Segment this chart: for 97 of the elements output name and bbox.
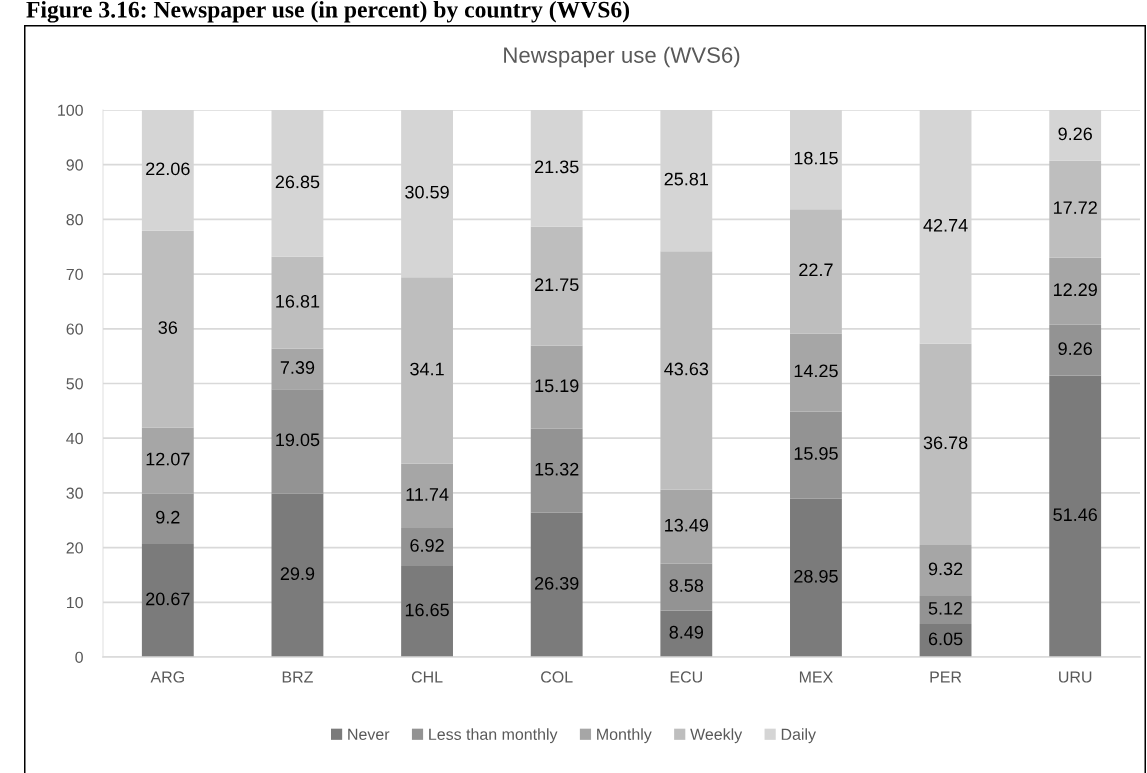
bar xyxy=(790,411,842,499)
legend-label: Weekly xyxy=(690,728,743,744)
x-tick-label: ECU xyxy=(670,671,702,683)
bar xyxy=(141,543,194,657)
x-tick-label: COL xyxy=(541,671,573,683)
data-label: 29.9 xyxy=(280,567,315,581)
data-label: 21.35 xyxy=(535,160,579,174)
data-label: 36 xyxy=(158,321,178,334)
bar xyxy=(790,498,842,657)
bar xyxy=(660,489,713,564)
data-label: 17.72 xyxy=(1053,201,1097,214)
bar xyxy=(790,333,842,412)
data-label: 26.39 xyxy=(535,576,579,590)
y-tick-label: 80 xyxy=(66,214,83,226)
legend-label: Monthly xyxy=(597,728,652,744)
data-label: 18.15 xyxy=(794,151,838,165)
y-tick-label: 60 xyxy=(66,323,83,335)
data-label: 9.2 xyxy=(156,510,180,524)
x-tick-label: ARG xyxy=(150,671,184,683)
bar xyxy=(919,595,972,624)
bar xyxy=(919,544,972,596)
data-label: 36.78 xyxy=(923,436,968,450)
bar xyxy=(530,512,583,657)
data-label: 21.75 xyxy=(535,278,579,292)
data-label: 8.58 xyxy=(669,579,704,592)
y-tick-label: 40 xyxy=(66,432,83,445)
data-label: 15.95 xyxy=(794,447,838,460)
data-label: 6.05 xyxy=(928,632,963,646)
data-label: 8.49 xyxy=(669,625,704,639)
bar xyxy=(401,463,453,529)
data-label: 9.26 xyxy=(1058,342,1092,356)
data-label: 16.81 xyxy=(276,294,320,308)
x-tick-label: PER xyxy=(930,671,962,683)
x-tick-label: URU xyxy=(1059,671,1092,683)
data-label: 5.12 xyxy=(928,601,963,615)
bar xyxy=(919,343,972,545)
bar xyxy=(530,428,583,513)
bar xyxy=(660,563,713,611)
legend-label: Never xyxy=(348,728,390,741)
data-label: 43.63 xyxy=(664,362,709,376)
data-label: 22.7 xyxy=(799,263,833,277)
bar xyxy=(790,209,842,334)
y-tick-label: 90 xyxy=(66,159,83,171)
data-label: 34.1 xyxy=(410,362,444,376)
data-label: 20.67 xyxy=(146,592,190,606)
y-tick-label: 30 xyxy=(66,487,83,499)
data-label: 15.32 xyxy=(535,462,579,476)
data-label: 11.74 xyxy=(406,488,449,501)
bar xyxy=(271,256,324,349)
data-label: 16.65 xyxy=(405,603,449,617)
data-label: 13.49 xyxy=(665,518,709,532)
bar xyxy=(401,528,453,566)
data-label: 19.05 xyxy=(276,433,320,447)
data-label: 28.95 xyxy=(794,569,838,583)
y-tick-label: 10 xyxy=(67,596,83,609)
bar xyxy=(141,493,194,544)
x-tick-label: BRZ xyxy=(282,671,313,683)
bar xyxy=(660,610,713,657)
bar xyxy=(530,345,583,429)
data-label: 7.39 xyxy=(280,361,315,374)
data-label: 22.06 xyxy=(146,162,190,176)
bar xyxy=(660,251,713,490)
chart-title: Figure 3.16: Newspaper use (in percent) by country (WVS6) xyxy=(26,1,630,23)
bar xyxy=(141,230,194,428)
data-label: 25.81 xyxy=(664,172,709,186)
y-tick-label: 20 xyxy=(66,542,83,554)
data-label: 9.26 xyxy=(1058,127,1092,141)
legend-label: Daily xyxy=(781,728,816,744)
bar xyxy=(271,389,324,494)
x-tick-label: CHL xyxy=(411,671,443,683)
data-label: 26.85 xyxy=(275,175,320,189)
y-tick-label: 0 xyxy=(75,651,83,663)
legend-label: Less than monthly xyxy=(429,728,558,744)
data-label: 42.74 xyxy=(923,218,968,232)
bar xyxy=(1049,257,1102,325)
y-tick-label: 70 xyxy=(66,268,83,281)
data-label: 14.25 xyxy=(794,364,838,378)
y-tick-label: 50 xyxy=(66,378,83,390)
bar xyxy=(141,427,194,494)
bar xyxy=(271,348,324,390)
bar xyxy=(1049,375,1102,657)
bar xyxy=(1049,160,1102,258)
bar xyxy=(401,277,453,464)
bar xyxy=(271,493,324,657)
data-label: 12.29 xyxy=(1053,283,1097,297)
bar xyxy=(401,565,453,657)
data-label: 15.19 xyxy=(535,379,579,393)
data-label: 12.07 xyxy=(146,452,190,466)
x-tick-label: MEX xyxy=(799,671,833,683)
bar xyxy=(530,226,583,346)
chart-subtitle: Newspaper use (WVS6) xyxy=(504,46,740,68)
data-label: 30.59 xyxy=(405,185,449,199)
y-tick-label: 100 xyxy=(58,104,83,116)
data-label: 6.92 xyxy=(410,539,444,552)
bar xyxy=(1049,324,1102,376)
data-label: 9.32 xyxy=(928,562,963,576)
data-label: 51.46 xyxy=(1053,508,1097,522)
